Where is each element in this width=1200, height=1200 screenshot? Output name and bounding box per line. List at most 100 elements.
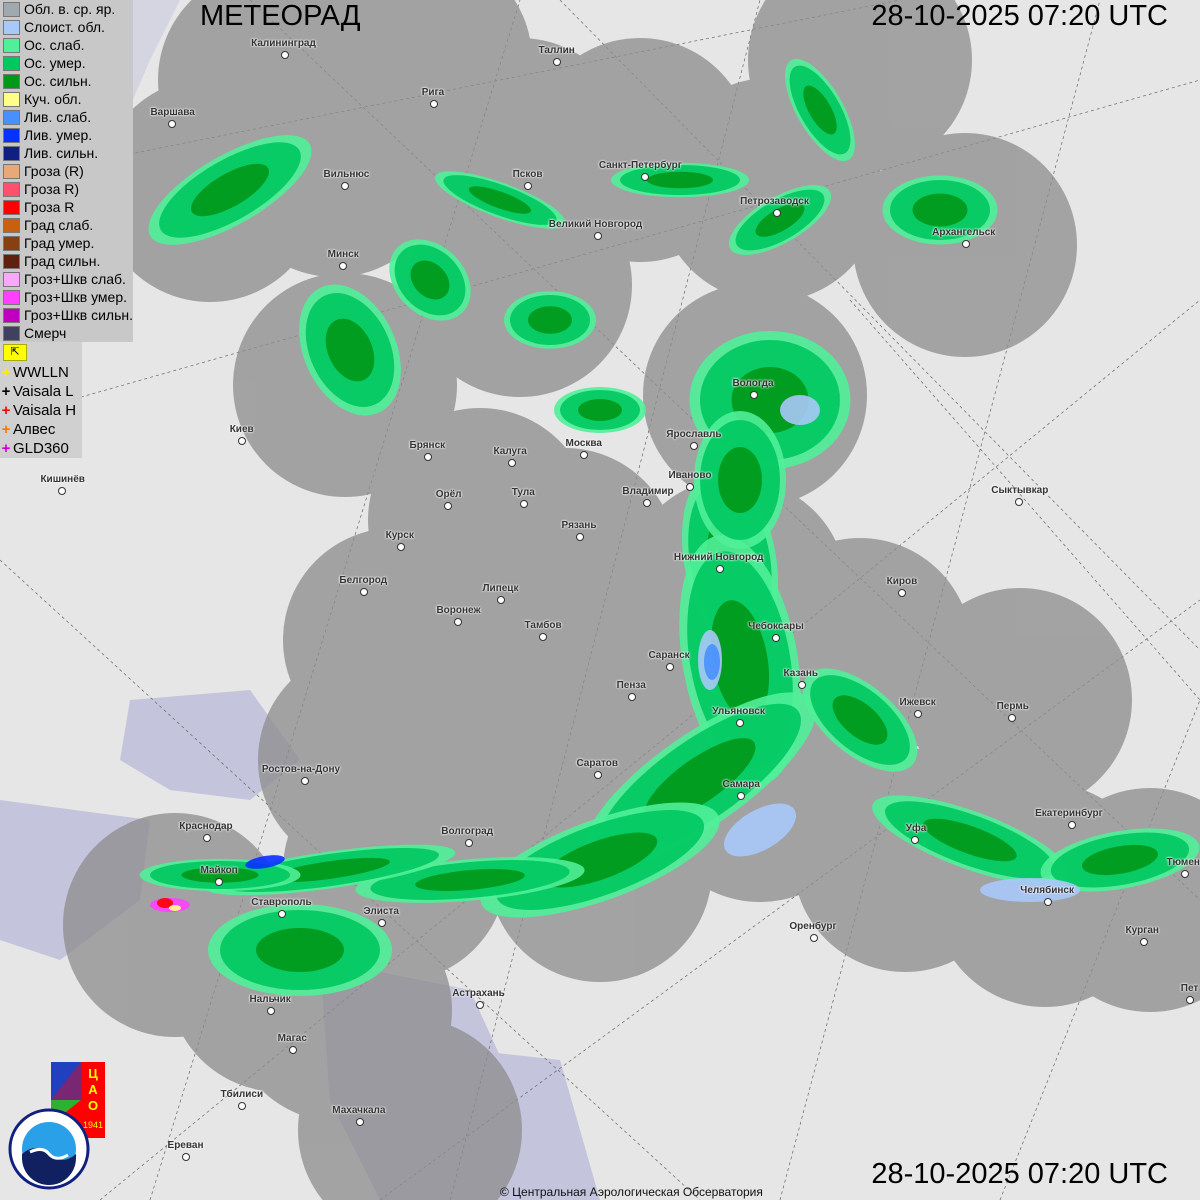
city-marker bbox=[278, 910, 286, 918]
legend-label: Град умер. bbox=[24, 235, 95, 251]
legend-label: Лив. слаб. bbox=[24, 109, 92, 125]
precip-echo bbox=[181, 867, 259, 883]
svg-text:О: О bbox=[88, 1098, 98, 1113]
city-label: Петрозаводск bbox=[740, 196, 809, 207]
city-label: Самара bbox=[722, 779, 760, 790]
city-marker bbox=[397, 543, 405, 551]
city-marker bbox=[810, 934, 818, 942]
city-label: Пермь bbox=[996, 701, 1029, 712]
legend-swatch bbox=[3, 91, 20, 107]
lightning-label: Vaisala H bbox=[13, 402, 77, 419]
city-label: Оренбург bbox=[789, 921, 837, 932]
svg-text:А: А bbox=[88, 1082, 98, 1097]
city-marker bbox=[1181, 870, 1189, 878]
city-marker bbox=[378, 919, 386, 927]
lightning-label: Vaisala L bbox=[13, 383, 74, 400]
legend-label: Ос. сильн. bbox=[24, 73, 92, 89]
legend-item: Гроз+Шкв слаб. bbox=[0, 270, 133, 288]
city-marker bbox=[628, 693, 636, 701]
city-label: Орёл bbox=[435, 489, 462, 500]
city-marker bbox=[914, 710, 922, 718]
legend-item: Град слаб. bbox=[0, 216, 133, 234]
precip-echo bbox=[718, 447, 762, 513]
city-label: Рига bbox=[421, 87, 445, 98]
city-label: Киев bbox=[229, 424, 254, 435]
city-label: Ижевск bbox=[899, 697, 936, 708]
city-marker bbox=[666, 663, 674, 671]
city-label: Воронеж bbox=[436, 605, 481, 616]
city-label: Элиста bbox=[363, 906, 399, 917]
cross-icon: + bbox=[1, 440, 11, 457]
lightning-item: + WWLLN bbox=[0, 363, 82, 382]
city-label: Курск bbox=[385, 530, 414, 541]
city-marker bbox=[360, 588, 368, 596]
precip-echo bbox=[832, 695, 888, 745]
city-marker bbox=[444, 502, 452, 510]
legend-label: Гроза (R) bbox=[24, 163, 84, 179]
radar-circle bbox=[308, 0, 532, 172]
city-label: Челябинск bbox=[1020, 885, 1075, 896]
city-marker bbox=[911, 836, 919, 844]
legend-swatch bbox=[3, 127, 20, 143]
city-label: Брянск bbox=[409, 440, 446, 451]
city-marker bbox=[238, 1102, 246, 1110]
legend-swatch bbox=[3, 271, 20, 287]
legend-item: Ос. умер. bbox=[0, 54, 133, 72]
city-marker bbox=[182, 1153, 190, 1161]
precip-echo bbox=[1082, 844, 1158, 876]
page-title: МЕТЕОРАД bbox=[200, 0, 361, 32]
roshydromet-logo bbox=[8, 1108, 90, 1190]
city-label: Тамбов bbox=[524, 620, 562, 631]
city-marker bbox=[580, 451, 588, 459]
copyright: © Центральная Аэрологическая Обсерватори… bbox=[500, 1185, 763, 1199]
city-marker bbox=[576, 533, 584, 541]
precip-echo bbox=[468, 186, 532, 214]
precip-echo bbox=[256, 928, 344, 972]
precip-echo bbox=[803, 85, 837, 135]
lightning-flag-icon[interactable]: ⇱ bbox=[3, 344, 27, 361]
city-marker bbox=[594, 771, 602, 779]
precip-echo bbox=[325, 318, 375, 382]
city-marker bbox=[356, 1118, 364, 1126]
city-marker bbox=[289, 1046, 297, 1054]
precip-echo bbox=[755, 203, 805, 237]
precip-echo bbox=[704, 644, 720, 680]
precip-echo bbox=[191, 163, 269, 217]
precip-legend: Обл. в. ср. яр. Слоист. обл. Ос. слаб. Ос. … bbox=[0, 0, 133, 342]
legend-swatch bbox=[3, 37, 20, 53]
legend-label: Гроза R) bbox=[24, 181, 80, 197]
city-marker bbox=[798, 681, 806, 689]
legend-item: Гроза R) bbox=[0, 180, 133, 198]
legend-swatch bbox=[3, 253, 20, 269]
city-marker bbox=[520, 500, 528, 508]
city-marker bbox=[1044, 898, 1052, 906]
city-marker bbox=[508, 459, 516, 467]
city-marker bbox=[341, 182, 349, 190]
city-label: Минск bbox=[327, 249, 359, 260]
legend-swatch bbox=[3, 1, 20, 17]
legend-swatch bbox=[3, 217, 20, 233]
city-label: Нижний Новгород bbox=[673, 552, 764, 563]
legend-swatch bbox=[3, 55, 20, 71]
legend-label: Гроз+Шкв сильн. bbox=[24, 307, 133, 323]
city-label: Псков bbox=[512, 169, 543, 180]
city-label: Майкоп bbox=[200, 865, 238, 876]
city-marker bbox=[339, 262, 347, 270]
legend-label: Ос. умер. bbox=[24, 55, 86, 71]
cross-icon: + bbox=[1, 364, 11, 381]
city-label: Калининград bbox=[251, 38, 316, 49]
cross-icon: + bbox=[1, 402, 11, 419]
city-label: Саратов bbox=[576, 758, 619, 769]
precip-echo bbox=[415, 869, 525, 891]
radar-circle bbox=[908, 588, 1132, 812]
city-label: Казань bbox=[783, 668, 819, 679]
precip-echo bbox=[157, 898, 173, 908]
city-marker bbox=[962, 240, 970, 248]
legend-swatch bbox=[3, 19, 20, 35]
city-marker bbox=[1015, 498, 1023, 506]
legend-label: Гроза R bbox=[24, 199, 75, 215]
precip-echo bbox=[245, 855, 285, 869]
precip-echo bbox=[578, 399, 622, 421]
lightning-legend: ⇱ + WWLLN + Vaisala L + Vaisala H + Алвес + GLD36… bbox=[0, 342, 82, 458]
